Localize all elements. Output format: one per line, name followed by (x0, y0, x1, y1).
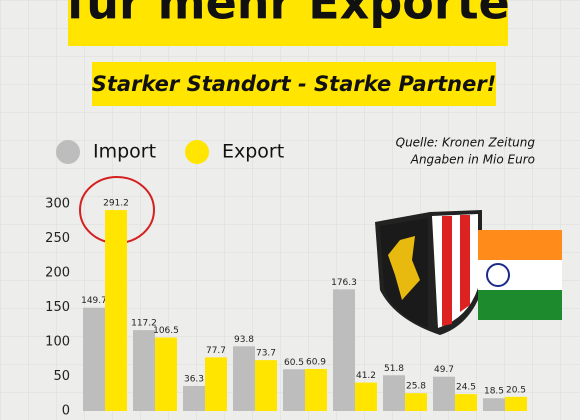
bar (183, 385, 205, 411)
bar (433, 376, 455, 411)
value-label: 77.7 (206, 346, 226, 356)
bar (233, 346, 255, 411)
value-label: 24.5 (456, 383, 476, 393)
bar (283, 369, 305, 411)
bar (205, 357, 227, 411)
source-note: Quelle: Kronen Zeitung (396, 136, 536, 150)
value-label: 149.7 (81, 296, 107, 306)
bar (155, 337, 177, 411)
bar (355, 382, 377, 411)
unit-note: Angaben in Mio Euro (410, 153, 535, 167)
y-tick-label: 0 (62, 404, 70, 419)
legend-label: Export (222, 141, 284, 163)
india-flag (478, 230, 562, 320)
y-tick-label: 300 (45, 197, 70, 212)
value-label: 49.7 (434, 365, 454, 375)
y-tick-label: 50 (53, 369, 70, 384)
value-label: 93.8 (234, 335, 254, 345)
bar (505, 396, 527, 411)
legend-label: Import (93, 141, 156, 163)
bar (105, 210, 127, 411)
bar (333, 289, 355, 411)
value-label: 20.5 (506, 385, 526, 395)
value-label: 51.8 (384, 364, 404, 374)
bar (255, 360, 277, 411)
bar (383, 375, 405, 411)
value-label: 60.5 (284, 358, 304, 368)
bar (133, 330, 155, 411)
y-tick-label: 250 (45, 231, 70, 246)
subtitle-band (92, 62, 496, 106)
bar (305, 368, 327, 411)
chart-subtitle: Starker Standort - Starke Partner! (92, 72, 497, 96)
y-tick-label: 200 (45, 266, 70, 281)
legend-swatch (185, 140, 209, 164)
title-band (68, 0, 508, 46)
y-tick-label: 150 (45, 300, 70, 315)
bar (483, 398, 505, 411)
legend-swatch (56, 140, 80, 164)
value-label: 117.2 (131, 319, 157, 329)
value-label: 176.3 (331, 278, 357, 288)
bar (83, 307, 105, 411)
value-label: 291.2 (103, 199, 129, 209)
value-label: 106.5 (153, 326, 179, 336)
value-label: 25.8 (406, 382, 426, 392)
value-label: 18.5 (484, 387, 504, 397)
y-tick-label: 100 (45, 335, 70, 350)
chart-title: für mehr Exporte (66, 0, 510, 30)
coat-of-arms (375, 210, 482, 335)
value-label: 41.2 (356, 371, 376, 381)
bar (455, 394, 477, 411)
value-label: 60.9 (306, 357, 326, 367)
value-label: 36.3 (184, 374, 204, 384)
value-label: 73.7 (256, 349, 276, 359)
bar (405, 393, 427, 411)
